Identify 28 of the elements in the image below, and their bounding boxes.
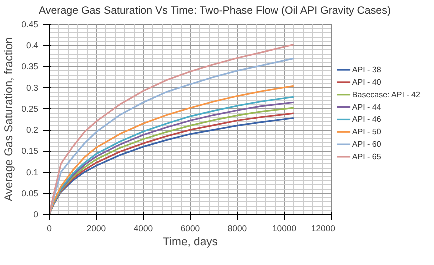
y-tick-label: 0.15 <box>22 146 39 156</box>
x-tick-label: 6000 <box>180 224 200 234</box>
legend-label: API - 65 <box>352 152 382 162</box>
x-axis-title: Time, days <box>163 236 218 248</box>
y-tick-label: 0.45 <box>22 20 39 30</box>
y-tick-label: 0.2 <box>26 125 39 136</box>
y-axis-title: Average Gas Saturation, fraction <box>4 37 16 202</box>
y-tick-label: 0 <box>34 210 39 220</box>
y-tick-label: 0.1 <box>26 167 39 178</box>
x-tick-label: 12000 <box>311 224 336 234</box>
x-tick-label: 10000 <box>272 224 297 234</box>
legend-label: API - 46 <box>352 115 382 124</box>
y-tick-label: 0.25 <box>22 104 39 114</box>
y-tick-label: 0.3 <box>26 82 39 93</box>
legend-label: API - 38 <box>352 66 382 75</box>
chart-title: Average Gas Saturation Vs Time: Two-Phase Flow (Oil API Gravity Cases) <box>38 5 392 17</box>
legend-label: API - 60 <box>352 140 382 150</box>
x-tick-label: 0 <box>47 224 52 234</box>
y-tick-label: 0.05 <box>22 188 39 198</box>
x-tick-label: 2000 <box>86 224 106 234</box>
y-tick-label: 0.35 <box>22 62 39 72</box>
legend-label: API - 44 <box>352 102 382 112</box>
legend-label: API - 50 <box>352 128 382 137</box>
x-tick-label: 4000 <box>134 224 154 234</box>
x-tick-label: 8000 <box>228 224 248 234</box>
y-tick-label: 0.4 <box>26 40 39 51</box>
legend-label: API - 40 <box>352 78 382 87</box>
legend-label: Basecase: API - 42 <box>352 90 422 100</box>
